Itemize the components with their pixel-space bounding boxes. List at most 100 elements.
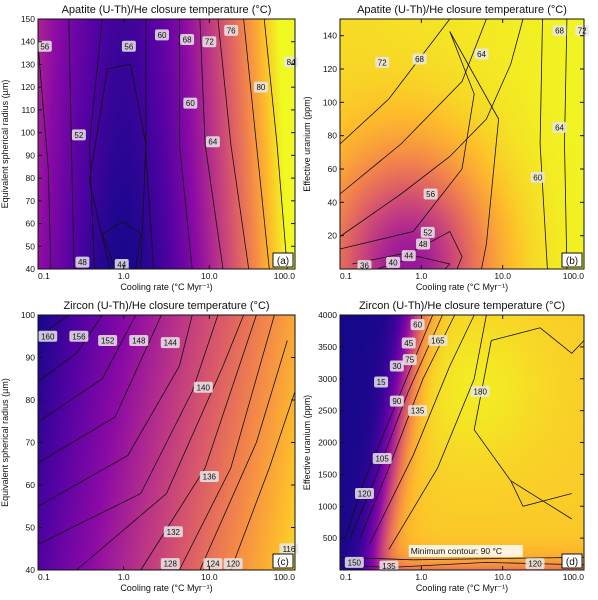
contour-label: 75 [402, 354, 417, 366]
y-tick-label: 60 [26, 480, 36, 490]
contour-line [539, 18, 548, 270]
contour-line [179, 314, 275, 571]
y-tick-label: 100 [323, 97, 337, 107]
panel-letter-text: (d) [566, 557, 578, 568]
contour-label-text: 165 [431, 337, 445, 346]
contour-line [199, 18, 224, 270]
x-tick-label: 0.1 [38, 271, 50, 281]
y-tick-label: 3500 [318, 342, 337, 352]
y-tick-label: 500 [323, 533, 337, 543]
contour-label-text: 30 [392, 362, 401, 371]
contour-label-text: 120 [227, 560, 241, 569]
y-tick-label: 4000 [318, 310, 337, 320]
y-tick-label: 130 [21, 59, 35, 69]
x-tick-label: 10.0 [494, 572, 511, 582]
contour-label: 180 [470, 386, 490, 397]
x-tick-label: 0.1 [38, 572, 50, 582]
contour-line [37, 314, 193, 507]
contour-label-bg [38, 330, 58, 342]
contour-line [352, 230, 463, 270]
contour-label-text: 144 [164, 339, 178, 348]
panel-letter-text: (c) [277, 557, 289, 568]
contour-label: 105 [372, 452, 392, 464]
contour-label-text: 72 [578, 27, 587, 36]
contour-label-text: 48 [419, 240, 428, 249]
contour-label-text: 132 [167, 528, 181, 537]
contour-line [68, 18, 75, 270]
contour-label: 52 [420, 226, 435, 238]
y-tick-label: 90 [26, 353, 36, 363]
contour-label-text: 60 [158, 31, 167, 40]
contour-label-bg [552, 25, 567, 37]
y-tick-label: 120 [323, 64, 337, 74]
panel-letter-box [272, 252, 294, 268]
contour-label-text: 150 [348, 558, 362, 567]
y-tick-label: 100 [21, 128, 35, 138]
contour-label: 80 [253, 81, 268, 93]
y-tick-label: 1500 [318, 469, 337, 479]
contour-label: 64 [552, 121, 567, 133]
contour-label-text: 45 [404, 339, 413, 348]
contour-label-bg [374, 376, 389, 388]
contour-line [199, 340, 288, 571]
contour-label: 90 [389, 395, 404, 407]
y-axis-label: Effective uranium (ppm) [302, 96, 312, 191]
y-tick-label: 20 [328, 231, 338, 241]
contour-label-bg [420, 226, 435, 238]
x-axis-label: Cooling rate (°C Myr⁻¹) [120, 583, 212, 593]
contour-line [388, 314, 487, 550]
contour-label-bg [193, 381, 213, 393]
x-tick-label: 10.0 [494, 271, 511, 281]
x-tick-label: 0.1 [340, 271, 352, 281]
contour-line [339, 18, 451, 145]
x-tick-label: 100.0 [563, 572, 585, 582]
contour-label-text: 180 [474, 388, 488, 397]
contour-label-bg [160, 337, 180, 349]
contour-label-bg [75, 256, 90, 268]
contour-line [564, 18, 568, 270]
contour-label: 160 [38, 330, 58, 342]
contour-label-text: 56 [426, 190, 435, 199]
y-tick-label: 100 [21, 310, 35, 320]
contour-label-text: 105 [375, 454, 389, 463]
y-tick-label: 60 [26, 219, 36, 229]
panel-d: Zircon (U-Th)/He closure temperature (°C… [302, 300, 585, 593]
contour-label: 60 [154, 29, 169, 41]
panel-letter-box [561, 252, 583, 268]
contour-label-text: 140 [197, 383, 211, 392]
contour-label: 40 [386, 256, 401, 268]
contour-label-text: 135 [411, 407, 425, 416]
panel-letter-box [272, 553, 294, 569]
contour-label: 135 [408, 405, 428, 417]
x-tick-label: 10.0 [201, 271, 218, 281]
x-tick-label: 1.0 [118, 572, 130, 582]
contour-label-bg [223, 558, 243, 570]
contour-label-bg [344, 556, 364, 568]
contour-line [76, 314, 244, 571]
contour-line [230, 391, 296, 571]
contour-label-bg [199, 471, 219, 482]
contour-label-text: 52 [74, 131, 83, 140]
contour-label-text: 116 [283, 545, 296, 554]
minimum-contour-note: Minimum contour: 90 °C [408, 545, 523, 557]
contour-label-text: 15 [377, 378, 386, 387]
contour-label: 144 [160, 337, 180, 349]
contour-label-text: 60 [533, 173, 542, 182]
y-tick-label: 120 [21, 82, 35, 92]
contour-label: 60 [183, 97, 198, 109]
contour-label: 52 [71, 129, 86, 141]
contour-label-text: 84 [287, 58, 296, 67]
contour-label-bg [98, 335, 118, 346]
contour-label: 156 [69, 330, 89, 342]
contour-label-bg [375, 56, 390, 68]
contour-label-bg [202, 36, 217, 48]
x-tick-label: 1.0 [118, 271, 130, 281]
contour-label: 68 [412, 53, 427, 65]
contour-label-bg [183, 97, 198, 109]
contour-label-text: 136 [203, 473, 217, 482]
contour-label-text: 124 [206, 560, 220, 569]
contour-label-text: 152 [101, 337, 115, 346]
contour-line [339, 31, 500, 270]
x-axis-label: Cooling rate (°C Myr⁻¹) [416, 282, 508, 292]
